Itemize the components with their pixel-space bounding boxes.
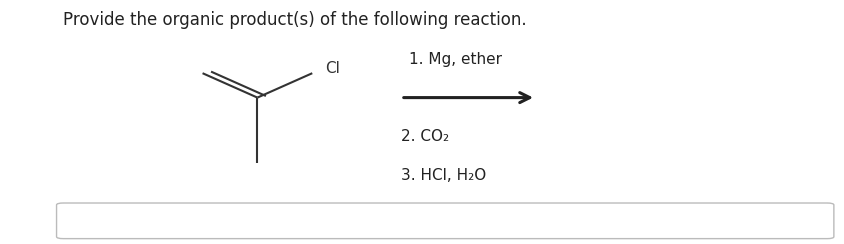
Text: Provide the organic product(s) of the following reaction.: Provide the organic product(s) of the fo…: [63, 11, 527, 29]
Text: 1. Mg, ether: 1. Mg, ether: [409, 52, 502, 67]
FancyBboxPatch shape: [57, 203, 834, 239]
Text: 3. HCl, H₂O: 3. HCl, H₂O: [401, 168, 486, 183]
Text: 2. CO₂: 2. CO₂: [401, 129, 449, 144]
Text: Cl: Cl: [325, 61, 340, 76]
